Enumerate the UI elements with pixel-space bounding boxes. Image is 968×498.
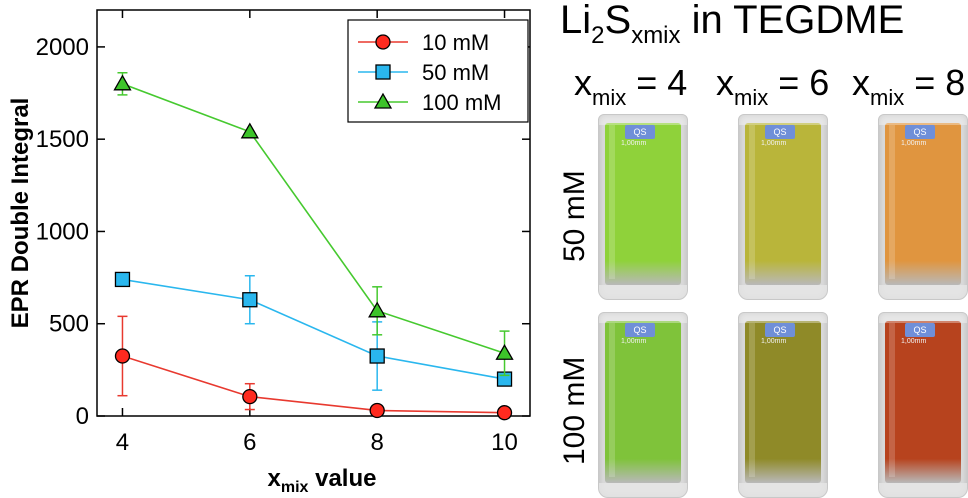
legend-marker <box>375 34 391 50</box>
cuvette-glass-bottom <box>879 483 967 497</box>
x-axis-label-main: x <box>268 465 282 492</box>
data-point <box>113 74 132 91</box>
cuvette: QS 1,00mm <box>878 312 968 498</box>
series-100-mm <box>113 71 514 377</box>
column-label-6: xmix = 6 <box>716 62 830 110</box>
cuvette-glass-bottom <box>879 285 967 299</box>
data-point <box>496 405 513 421</box>
data-point <box>495 343 514 360</box>
row-label-50mm: 50 mM <box>558 170 591 262</box>
cuvette-glass-top <box>739 115 827 125</box>
cuvette-liquid <box>745 321 821 483</box>
y-axis-label: EPR Double Integral <box>7 98 34 329</box>
cuvette-liquid <box>885 321 961 483</box>
y-tick-label: 2000 <box>36 34 89 61</box>
cuvette-qs-badge: QS <box>905 323 935 337</box>
cuvette-glass-bottom <box>599 285 687 299</box>
cuvette-liquid <box>605 321 681 483</box>
title-s: S <box>604 0 632 42</box>
y-tick-label: 500 <box>49 311 89 338</box>
cuvette-path-length: 1,00mm <box>621 338 647 345</box>
photo-panel: Li2Sxmix in TEGDME xmix = 4 xmix = 6 xmi… <box>548 0 968 498</box>
cuvette-reflection <box>609 323 615 477</box>
data-point <box>369 402 385 419</box>
cuvette-liquid <box>605 123 681 285</box>
cuvette: QS 1,00mm <box>738 312 828 498</box>
column-label-4: xmix = 4 <box>574 62 688 110</box>
x-tick-label: 8 <box>370 429 383 456</box>
y-tick-label: 1500 <box>36 126 89 153</box>
plot-frame <box>96 9 531 417</box>
x-tick-label: 10 <box>491 429 518 456</box>
series-line <box>122 278 505 380</box>
legend-label: 10 mM <box>422 30 489 55</box>
cuvette-glass-top <box>739 313 827 323</box>
cuvette-reflection <box>889 125 895 279</box>
x-axis-label: xmix value <box>268 465 377 496</box>
y-tick-label: 1000 <box>36 218 89 245</box>
cuvette-path-length: 1,00mm <box>761 140 787 147</box>
title-rest: in TEGDME <box>680 0 905 42</box>
cuvette: QS 1,00mm <box>598 312 688 498</box>
cuvette-glass-bottom <box>739 483 827 497</box>
x-tick-label: 6 <box>243 429 256 456</box>
title-sub-xmix: xmix <box>631 22 681 49</box>
legend-label: 50 mM <box>422 60 489 85</box>
data-point <box>114 348 131 364</box>
cuvette-path-length: 1,00mm <box>901 140 927 147</box>
panel-title: Li2Sxmix in TEGDME <box>560 0 904 50</box>
cuvette-reflection <box>749 125 755 279</box>
legend-label: 100 mM <box>422 90 501 115</box>
epr-chart: 0 500 1000 1500 2000 4 6 8 10 EPR Double Integr… <box>7 9 531 496</box>
x-axis-label-rest: value <box>308 465 376 492</box>
cuvette-glass-top <box>879 313 967 323</box>
cuvette-qs-badge: QS <box>905 125 935 139</box>
cuvette-qs-badge: QS <box>625 125 655 139</box>
x-tick-label: 4 <box>116 429 129 456</box>
legend-marker <box>373 92 393 109</box>
cuvette-reflection <box>609 125 615 279</box>
series-line <box>122 355 505 414</box>
row-label-100mm: 100 mM <box>558 356 591 465</box>
data-point <box>242 388 258 405</box>
column-label-8: xmix = 8 <box>852 62 966 110</box>
legend: 10 mM 50 mM 100 mM <box>347 19 529 123</box>
cuvette-path-length: 1,00mm <box>761 338 787 345</box>
cuvette-glass-bottom <box>599 483 687 497</box>
cuvette-qs-badge: QS <box>765 323 795 337</box>
cuvette: QS 1,00mm <box>598 114 688 300</box>
x-axis-label-sub: mix <box>281 479 309 496</box>
title-sub-2: 2 <box>591 22 605 49</box>
cuvette-glass-top <box>599 313 687 323</box>
data-point <box>114 271 131 288</box>
cuvette-qs-badge: QS <box>765 125 795 139</box>
cuvette-liquid <box>745 123 821 285</box>
cuvette-path-length: 1,00mm <box>621 140 647 147</box>
cuvette: QS 1,00mm <box>878 114 968 300</box>
series-line <box>122 83 505 355</box>
cuvette-glass-top <box>599 115 687 125</box>
cuvette-path-length: 1,00mm <box>901 338 927 345</box>
y-axis-ticks: 0 500 1000 1500 2000 <box>36 34 530 430</box>
data-point <box>242 292 258 308</box>
series-50-mm <box>114 271 513 391</box>
data-point <box>368 301 387 318</box>
cuvette-reflection <box>749 323 755 477</box>
cuvette-reflection <box>889 323 895 477</box>
cuvette-glass-bottom <box>739 285 827 299</box>
cuvette-glass-top <box>879 115 967 125</box>
data-point <box>369 348 385 364</box>
cuvette: QS 1,00mm <box>738 114 828 300</box>
cuvette-liquid <box>885 123 961 285</box>
series-10-mm <box>114 315 513 421</box>
legend-marker <box>375 64 391 80</box>
x-axis-ticks: 4 6 8 10 <box>116 10 518 456</box>
data-point <box>240 122 259 139</box>
cuvette-qs-badge: QS <box>625 323 655 337</box>
title-li: Li <box>560 0 592 42</box>
series-layer <box>113 71 514 421</box>
y-tick-label: 0 <box>76 403 89 430</box>
